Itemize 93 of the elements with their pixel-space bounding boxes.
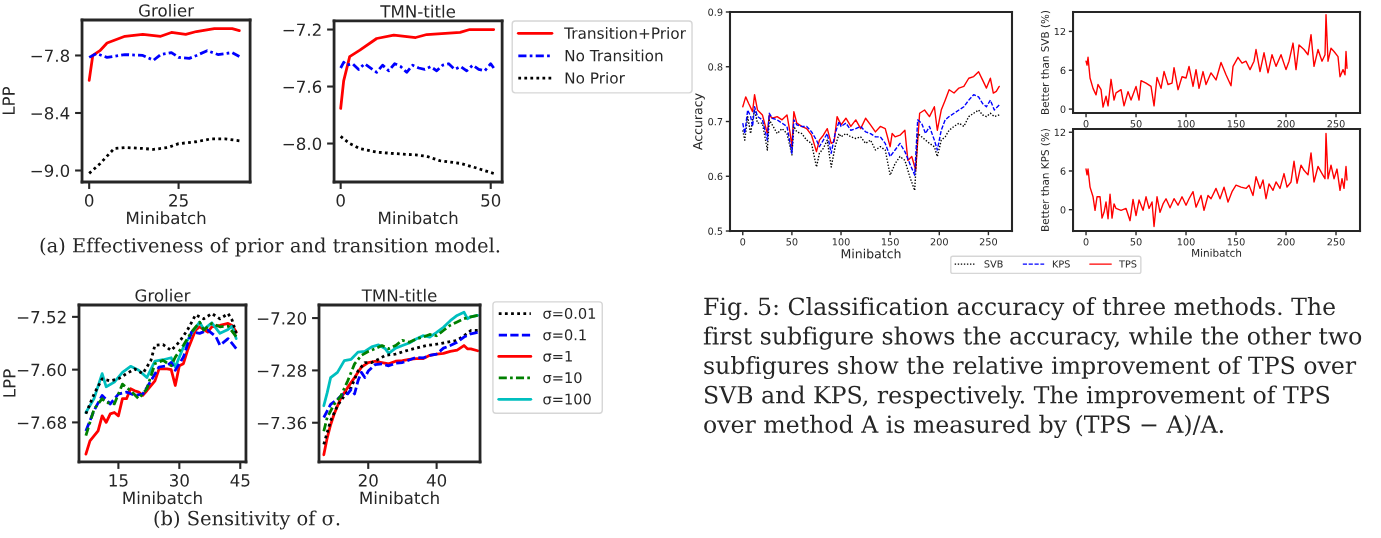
line-series (1085, 13, 1348, 108)
x-tick-label: 45 (230, 474, 250, 487)
x-axis-title: Minibatch (841, 248, 901, 259)
legend-label: No Transition (565, 49, 663, 62)
y-tick-label: 0.8 (708, 63, 723, 71)
y-tick-label: 12 (1054, 27, 1066, 36)
y-tick-label: 6 (1060, 66, 1066, 75)
y-tick-label: −7.8 (31, 49, 70, 63)
x-tick-label: 50 (1130, 120, 1142, 128)
x-tick-label: 20 (358, 474, 378, 487)
y-tick-label: 0.6 (708, 172, 723, 181)
y-axis-title: Better than SVB (%) (1040, 10, 1051, 114)
x-tick-label: 150 (881, 238, 899, 246)
chart-title: Grolier (135, 288, 191, 302)
y-tick-label: −8.0 (283, 137, 322, 151)
y-tick-label: 0 (1060, 206, 1066, 214)
y-axis-title: Better than KPS (%) (1040, 129, 1051, 231)
y-tick-label: −7.6 (283, 80, 322, 94)
line-series (87, 27, 241, 82)
x-tick-label: 100 (1177, 120, 1195, 128)
line-series (339, 28, 496, 110)
x-axis-title: Minibatch (1192, 248, 1242, 257)
y-tick-label: −7.68 (17, 416, 67, 429)
x-tick-label: 0 (336, 194, 345, 207)
x-tick-label: 0 (740, 238, 746, 246)
line-series (87, 137, 241, 175)
y-tick-label: 0.5 (708, 227, 723, 235)
line-series (742, 70, 1000, 171)
x-tick-label: 0 (1083, 120, 1089, 128)
y-tick-label: −7.60 (17, 363, 67, 377)
x-tick-label: 250 (1327, 238, 1345, 246)
y-tick-label: −7.28 (257, 364, 307, 377)
legend-label: σ=100 (543, 393, 591, 405)
text: (a) Effectiveness of prior and transition model. (40, 237, 500, 257)
y-tick-label: 6 (1060, 167, 1066, 175)
x-tick-label: 40 (426, 474, 447, 487)
x-axis-title: Minibatch (379, 211, 458, 225)
x-tick-label: 150 (1227, 238, 1245, 246)
line-series (742, 109, 1000, 192)
legend-label: TPS (1118, 260, 1137, 268)
x-tick-label: 200 (1277, 238, 1295, 246)
legend-label: σ=1 (543, 350, 572, 362)
y-tick-label: −7.36 (257, 416, 307, 430)
x-tick-label: 0 (1083, 238, 1089, 246)
line-series (339, 135, 496, 175)
legend-label: SVB (984, 260, 1003, 268)
line-series (339, 60, 496, 74)
line-series (1085, 132, 1348, 228)
x-tick-label: 250 (979, 238, 998, 246)
y-tick-label: −8.4 (31, 106, 70, 120)
x-tick-label: 100 (832, 238, 850, 246)
y-tick-label: −9.0 (31, 164, 70, 178)
legend-label: σ=10 (543, 372, 582, 384)
x-tick-label: 50 (786, 238, 798, 246)
line-series (742, 93, 1000, 176)
line-series (322, 329, 480, 446)
x-tick-label: 50 (1130, 238, 1142, 246)
legend-label: Transition+Prior (564, 27, 686, 39)
y-axis-title: LPP (2, 86, 15, 115)
x-tick-label: 250 (1327, 120, 1345, 128)
x-tick-label: 150 (1227, 120, 1245, 128)
chart-title: TMN-title (380, 4, 456, 18)
x-tick-label: 200 (1277, 120, 1295, 128)
y-tick-label: −7.2 (283, 23, 321, 36)
x-tick-label: 100 (1177, 238, 1195, 246)
line-series (322, 331, 480, 419)
legend-label: No Prior (565, 71, 625, 84)
x-tick-label: 15 (109, 474, 128, 487)
x-tick-label: 25 (169, 194, 188, 207)
y-tick-label: 12 (1054, 128, 1066, 136)
legend-label: σ=0.1 (543, 329, 586, 341)
chart-title: TMN-title (361, 288, 437, 302)
legend-label: KPS (1052, 260, 1070, 268)
line-series (87, 49, 241, 62)
legend-label: σ=0.01 (543, 307, 596, 319)
x-tick-label: 50 (481, 194, 501, 207)
chart-title: Grolier (139, 3, 195, 17)
text: (b) Sensitivity of σ. (154, 510, 340, 530)
x-tick-label: 0 (84, 194, 94, 207)
line-series (322, 314, 480, 433)
y-axis-title: LPP (3, 369, 16, 397)
y-axis-title: Accuracy (693, 93, 705, 150)
caption: Fig. 5: Classification accuracy of three methods. The first subfigure shows the accuracy, while the other two subfigures show the relative improvement of TPS over SVB and KPS, respectively. The improvement of TPS over method A is measured by (TPS − A)/A. (703, 297, 1362, 439)
y-tick-label: −7.20 (257, 312, 307, 325)
x-axis-title: Minibatch (123, 491, 202, 505)
x-tick-label: 30 (170, 474, 189, 487)
y-tick-label: 0.9 (708, 8, 723, 16)
x-axis-title: Minibatch (360, 491, 439, 505)
y-tick-label: −7.52 (17, 310, 66, 324)
x-tick-label: 200 (930, 238, 948, 246)
x-axis-title: Minibatch (127, 211, 206, 225)
y-tick-label: 0 (1060, 105, 1066, 113)
y-tick-label: 0.7 (708, 117, 723, 126)
